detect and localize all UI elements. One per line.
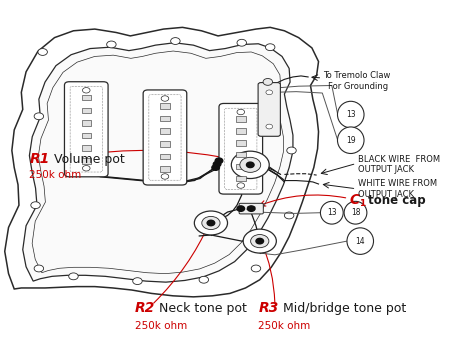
Text: Volume pot: Volume pot [50, 153, 125, 166]
Ellipse shape [337, 127, 364, 154]
Circle shape [237, 109, 245, 115]
Circle shape [284, 212, 294, 219]
Text: 250k ohm: 250k ohm [29, 170, 82, 180]
Text: R1: R1 [29, 152, 50, 166]
Circle shape [215, 158, 223, 163]
Circle shape [247, 206, 255, 211]
Circle shape [34, 265, 44, 272]
Text: BLACK WIRE  FROM: BLACK WIRE FROM [358, 155, 440, 163]
Circle shape [34, 113, 44, 120]
Circle shape [82, 88, 90, 93]
Circle shape [243, 229, 276, 253]
Circle shape [231, 151, 269, 179]
Circle shape [69, 273, 78, 280]
Circle shape [38, 49, 47, 55]
Bar [236, 164, 246, 170]
Circle shape [202, 216, 220, 229]
Circle shape [240, 157, 261, 172]
Bar [160, 141, 170, 146]
Bar [82, 145, 91, 151]
Bar [236, 176, 246, 182]
Circle shape [237, 206, 245, 211]
Text: C: C [350, 193, 360, 207]
Circle shape [161, 96, 169, 101]
Circle shape [207, 220, 215, 226]
Circle shape [287, 147, 296, 154]
Circle shape [266, 90, 273, 95]
Text: tone cap: tone cap [364, 194, 426, 207]
Text: WHITE WIRE FROM: WHITE WIRE FROM [358, 180, 437, 188]
FancyBboxPatch shape [143, 90, 187, 185]
Text: 13: 13 [327, 208, 337, 217]
Circle shape [213, 161, 221, 167]
Circle shape [266, 124, 273, 129]
Circle shape [263, 78, 273, 86]
Ellipse shape [320, 201, 343, 224]
Polygon shape [23, 43, 293, 282]
Circle shape [199, 276, 209, 283]
Ellipse shape [347, 228, 374, 254]
Bar [82, 95, 91, 101]
Text: For Grounding: For Grounding [328, 82, 388, 91]
Circle shape [133, 278, 142, 285]
Circle shape [82, 166, 90, 171]
Circle shape [237, 39, 246, 46]
Bar [160, 116, 170, 121]
FancyBboxPatch shape [239, 203, 264, 214]
Bar [160, 166, 170, 172]
Text: 19: 19 [346, 136, 356, 145]
Bar [236, 128, 246, 134]
Circle shape [256, 238, 264, 244]
Circle shape [251, 265, 261, 272]
Bar [82, 158, 91, 163]
Circle shape [107, 41, 116, 48]
FancyBboxPatch shape [219, 103, 263, 194]
Polygon shape [5, 27, 319, 297]
Text: 14: 14 [356, 237, 365, 246]
Circle shape [171, 38, 180, 44]
Text: R3: R3 [258, 302, 279, 315]
Text: 13: 13 [346, 110, 356, 119]
Text: 250k ohm: 250k ohm [258, 320, 310, 331]
Bar [82, 108, 91, 113]
Ellipse shape [344, 201, 367, 224]
Circle shape [251, 235, 269, 248]
Text: 1: 1 [359, 199, 365, 208]
Bar [160, 129, 170, 134]
Text: R2: R2 [135, 302, 155, 315]
Circle shape [212, 165, 219, 170]
Circle shape [161, 174, 169, 179]
Text: OUTPUT JACK: OUTPUT JACK [358, 190, 414, 199]
Bar [82, 133, 91, 138]
Circle shape [31, 202, 40, 209]
Circle shape [247, 162, 254, 167]
FancyBboxPatch shape [258, 82, 281, 136]
Text: 18: 18 [351, 208, 360, 217]
Ellipse shape [337, 101, 364, 128]
Circle shape [194, 211, 228, 235]
Bar [160, 154, 170, 159]
FancyBboxPatch shape [64, 82, 108, 177]
Circle shape [257, 239, 263, 243]
Bar [82, 120, 91, 126]
Circle shape [208, 221, 214, 225]
Text: .022: .022 [246, 206, 256, 211]
Text: Mid/bridge tone pot: Mid/bridge tone pot [279, 302, 406, 315]
Bar [160, 103, 170, 109]
Text: To Tremolo Claw: To Tremolo Claw [323, 71, 391, 80]
Circle shape [237, 183, 245, 188]
Text: 250k ohm: 250k ohm [135, 320, 187, 331]
Bar [236, 116, 246, 122]
Bar [236, 140, 246, 146]
Bar [236, 152, 246, 158]
Text: OUTPUT JACK: OUTPUT JACK [358, 165, 414, 174]
Circle shape [265, 44, 275, 51]
Text: Neck tone pot: Neck tone pot [155, 302, 247, 315]
Circle shape [246, 162, 254, 168]
